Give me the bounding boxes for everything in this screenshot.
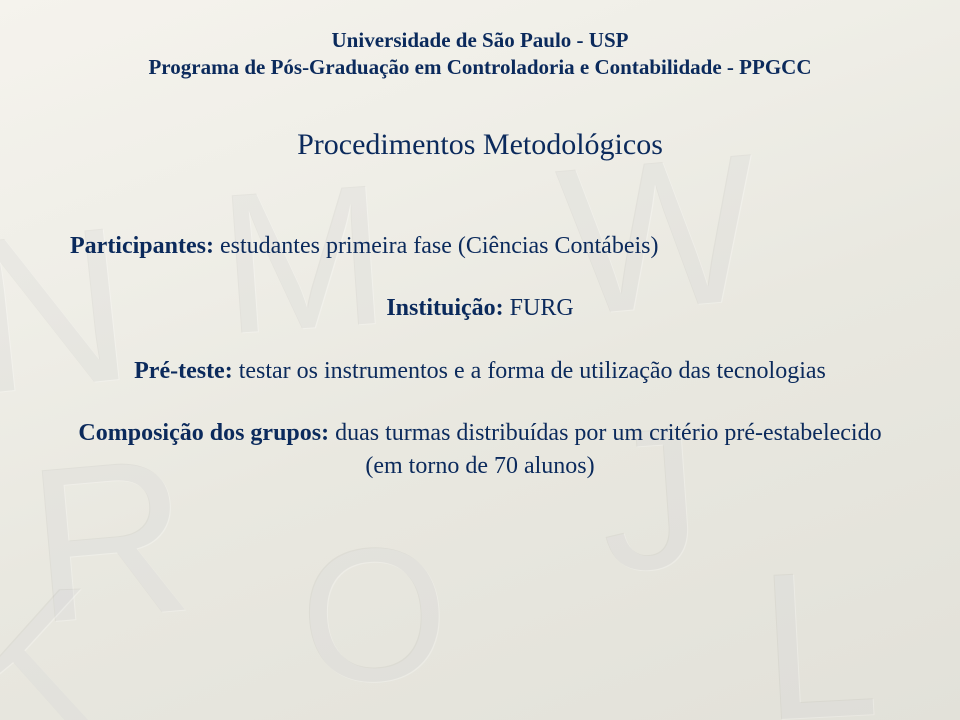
- participants-text: estudantes primeira fase (Ciências Contá…: [214, 233, 659, 259]
- header-line-1: Universidade de São Paulo - USP: [70, 28, 890, 53]
- institution-text: FURG: [504, 295, 574, 321]
- institution-label: Instituição:: [386, 295, 503, 321]
- slide-content: Universidade de São Paulo - USP Programa…: [0, 0, 960, 720]
- pretest-text: testar os instrumentos e a forma de util…: [233, 358, 826, 384]
- composition-text: duas turmas distribuídas por um critério…: [329, 420, 882, 478]
- composition-label: Composição dos grupos:: [78, 420, 329, 446]
- pretest-label: Pré-teste:: [134, 358, 233, 384]
- header-line-2: Programa de Pós-Graduação em Controlador…: [70, 55, 890, 80]
- participants-label: Participantes:: [70, 233, 214, 259]
- institution-line: Instituição: FURG: [70, 292, 890, 324]
- pretest-line: Pré-teste: testar os instrumentos e a fo…: [70, 355, 890, 387]
- slide-header: Universidade de São Paulo - USP Programa…: [70, 28, 890, 80]
- participants-line: Participantes: estudantes primeira fase …: [70, 230, 890, 262]
- slide-title: Procedimentos Metodológicos: [70, 128, 890, 162]
- composition-line: Composição dos grupos: duas turmas distr…: [70, 417, 890, 482]
